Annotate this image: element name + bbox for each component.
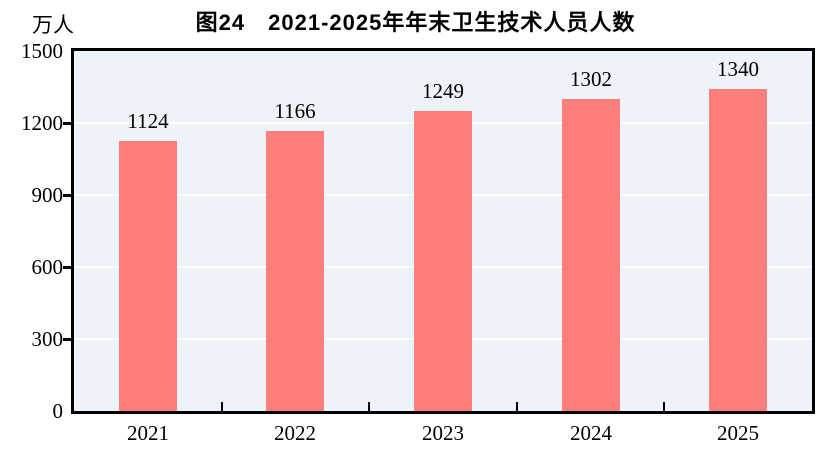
chart-title: 图24 2021-2025年年末卫生技术人员人数	[195, 10, 636, 35]
x-category-label: 2024	[570, 421, 612, 445]
x-tick-mark	[663, 402, 665, 411]
bar-value-label: 1249	[422, 79, 464, 103]
y-tick-mark	[63, 338, 71, 341]
y-tick-mark	[63, 194, 71, 197]
x-category-label: 2023	[422, 421, 464, 445]
x-category-label: 2021	[127, 421, 169, 445]
bar-value-label: 1340	[717, 57, 759, 81]
bar	[414, 111, 472, 411]
x-tick-mark	[221, 402, 223, 411]
y-tick-label: 900	[31, 183, 64, 207]
y-tick-label: 600	[31, 255, 64, 279]
y-tick-label: 300	[31, 327, 64, 351]
y-tick-mark	[63, 122, 71, 125]
bar	[562, 99, 620, 411]
bar	[709, 89, 767, 411]
bar-value-label: 1124	[127, 109, 169, 133]
plot-area: 1124 1166 1249 1302 1340	[71, 48, 815, 414]
bar-value-label: 1302	[570, 67, 612, 91]
bar-value-label: 1166	[274, 99, 316, 123]
x-tick-mark	[368, 402, 370, 411]
x-category-label: 2022	[274, 421, 316, 445]
x-category-label: 2025	[717, 421, 759, 445]
y-tick-label: 0	[52, 399, 64, 423]
x-tick-mark	[516, 402, 518, 411]
bar	[119, 141, 177, 411]
bar	[266, 131, 324, 411]
y-tick-label: 1500	[21, 39, 63, 63]
y-axis-unit-label: 万人	[32, 13, 74, 37]
y-tick-mark	[63, 266, 71, 269]
y-tick-label: 1200	[21, 111, 63, 135]
